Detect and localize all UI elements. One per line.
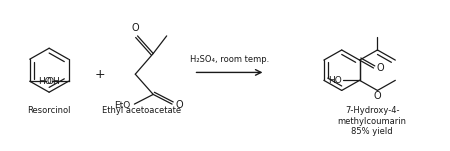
Text: Resorcinol: Resorcinol [27, 106, 71, 115]
Text: EtO: EtO [115, 101, 131, 110]
Text: HO: HO [38, 77, 51, 86]
Text: O: O [132, 23, 140, 33]
Text: H₂SO₄, room temp.: H₂SO₄, room temp. [190, 55, 269, 64]
Text: 7-Hydroxy-4-
methylcoumarin
85% yield: 7-Hydroxy-4- methylcoumarin 85% yield [338, 106, 407, 136]
Text: O: O [175, 100, 183, 110]
Text: OH: OH [47, 77, 60, 86]
Text: O: O [377, 63, 384, 73]
Text: HO: HO [328, 76, 342, 85]
Text: Ethyl acetoacetate: Ethyl acetoacetate [103, 106, 181, 115]
Text: +: + [95, 68, 106, 81]
Text: O: O [374, 91, 381, 101]
